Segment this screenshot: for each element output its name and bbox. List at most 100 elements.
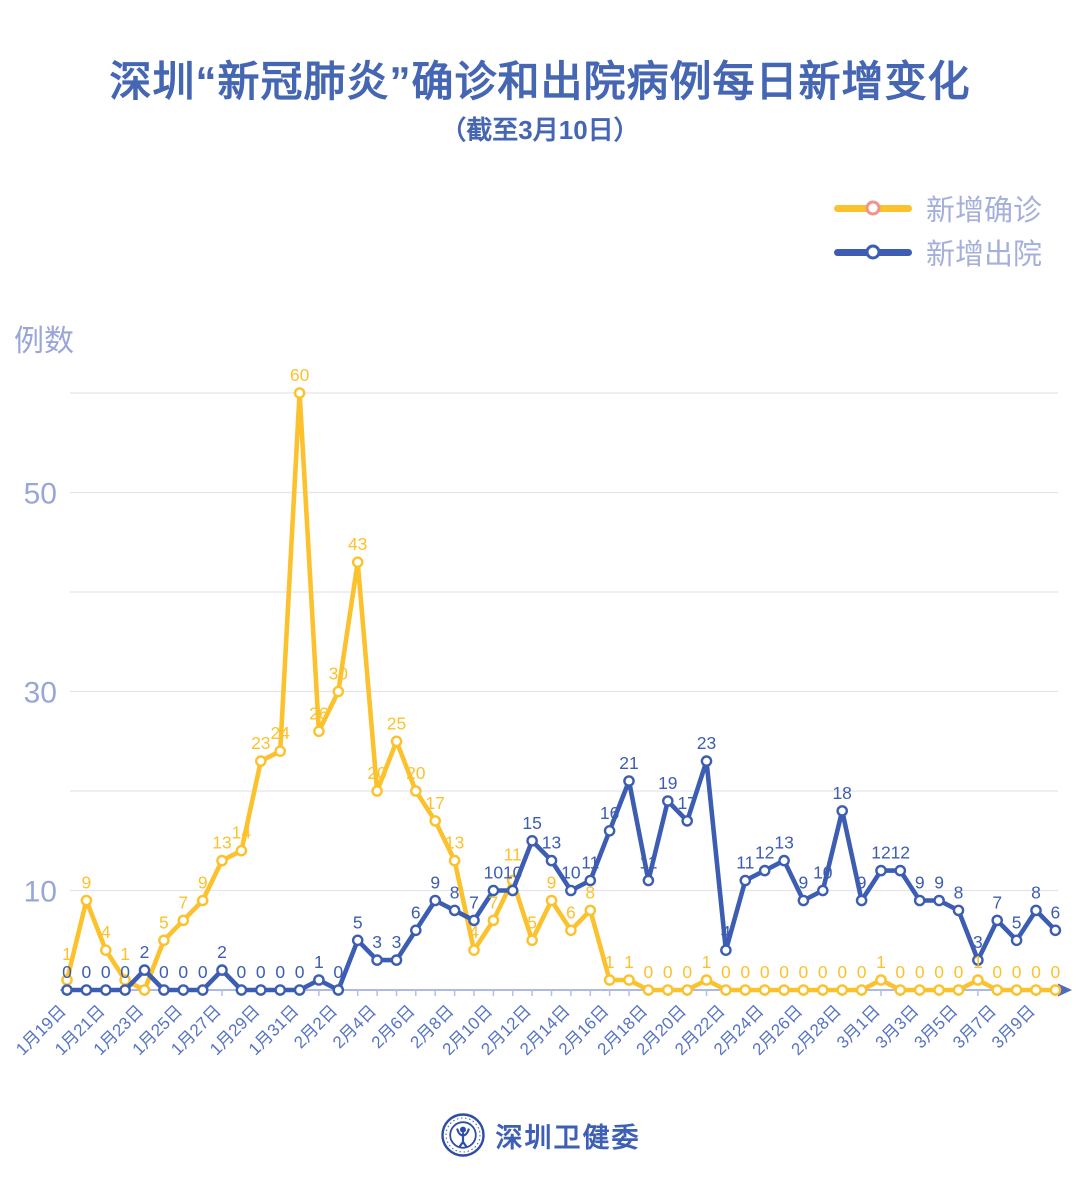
svg-text:13: 13 xyxy=(445,833,464,853)
svg-text:2: 2 xyxy=(140,942,150,962)
svg-text:10: 10 xyxy=(503,863,523,883)
page-subtitle: （截至3月10日） xyxy=(440,115,640,145)
svg-text:9: 9 xyxy=(857,873,867,893)
svg-text:60: 60 xyxy=(290,365,310,385)
svg-text:3: 3 xyxy=(392,932,402,952)
svg-text:4: 4 xyxy=(469,922,479,942)
svg-text:0: 0 xyxy=(101,962,111,982)
svg-text:0: 0 xyxy=(934,962,944,982)
legend: 新增确诊 新增出院 xyxy=(833,192,1042,271)
svg-text:23: 23 xyxy=(251,733,270,753)
svg-text:7: 7 xyxy=(489,892,499,912)
legend-line-swatch-discharged xyxy=(833,244,912,260)
svg-text:30: 30 xyxy=(24,677,57,710)
svg-text:13: 13 xyxy=(212,833,231,853)
svg-text:8: 8 xyxy=(1031,882,1041,902)
svg-text:0: 0 xyxy=(818,962,828,982)
svg-text:7: 7 xyxy=(469,892,479,912)
svg-text:10: 10 xyxy=(561,863,581,883)
svg-text:0: 0 xyxy=(198,962,208,982)
series-discharged-line xyxy=(64,758,1058,993)
svg-text:9: 9 xyxy=(915,873,925,893)
y-axis-title: 例数 xyxy=(14,325,74,358)
svg-text:30: 30 xyxy=(329,664,349,684)
svg-text:1: 1 xyxy=(624,952,634,972)
org-name: 深圳卫健委 xyxy=(495,1122,641,1153)
gridlines xyxy=(70,392,1058,892)
series-discharged-points xyxy=(61,755,1062,996)
y-axis-tick-labels: 10 30 50 xyxy=(24,478,57,909)
svg-text:14: 14 xyxy=(232,823,252,843)
svg-text:4: 4 xyxy=(721,922,731,942)
svg-text:0: 0 xyxy=(295,962,305,982)
svg-text:16: 16 xyxy=(600,803,619,823)
svg-text:0: 0 xyxy=(799,962,809,982)
svg-text:9: 9 xyxy=(934,873,944,893)
x-axis-tick-labels: 1月19日1月21日1月23日1月25日1月27日1月29日1月31日2月2日2… xyxy=(12,1001,1039,1059)
svg-text:0: 0 xyxy=(721,962,731,982)
svg-text:1: 1 xyxy=(876,952,886,972)
svg-text:1: 1 xyxy=(314,952,324,972)
svg-text:11: 11 xyxy=(504,845,522,865)
svg-text:7: 7 xyxy=(992,892,1002,912)
svg-text:0: 0 xyxy=(992,962,1002,982)
legend-marker-confirmed xyxy=(865,200,881,216)
svg-text:26: 26 xyxy=(309,703,328,723)
svg-text:5: 5 xyxy=(527,912,537,932)
svg-text:5: 5 xyxy=(159,912,169,932)
svg-text:10: 10 xyxy=(484,863,504,883)
svg-text:0: 0 xyxy=(62,962,72,982)
x-axis-arrow-icon xyxy=(1058,983,1072,997)
series-confirmed-line xyxy=(64,390,1058,993)
svg-text:0: 0 xyxy=(663,962,673,982)
svg-text:9: 9 xyxy=(547,873,557,893)
svg-text:12: 12 xyxy=(871,843,890,863)
svg-text:21: 21 xyxy=(619,753,638,773)
svg-text:0: 0 xyxy=(837,962,847,982)
svg-text:7: 7 xyxy=(178,892,188,912)
legend-item-discharged: 新增出院 xyxy=(833,236,1042,271)
svg-text:0: 0 xyxy=(1051,962,1061,982)
svg-text:43: 43 xyxy=(348,534,367,554)
svg-text:0: 0 xyxy=(159,962,169,982)
svg-text:3月9日: 3月9日 xyxy=(988,1001,1039,1052)
svg-text:19: 19 xyxy=(658,773,677,793)
svg-text:20: 20 xyxy=(406,763,426,783)
svg-text:3: 3 xyxy=(372,932,382,952)
svg-text:0: 0 xyxy=(682,962,692,982)
legend-marker-discharged xyxy=(865,244,881,260)
svg-text:0: 0 xyxy=(237,962,247,982)
svg-text:50: 50 xyxy=(24,478,57,511)
org-emblem-icon xyxy=(440,1113,485,1157)
svg-text:11: 11 xyxy=(639,853,657,873)
svg-text:6: 6 xyxy=(566,902,576,922)
svg-text:4: 4 xyxy=(101,922,111,942)
svg-text:0: 0 xyxy=(333,962,343,982)
svg-text:9: 9 xyxy=(82,873,92,893)
svg-text:24: 24 xyxy=(270,723,290,743)
legend-label-confirmed: 新增确诊 xyxy=(925,195,1042,227)
svg-text:8: 8 xyxy=(450,882,460,902)
svg-text:3: 3 xyxy=(973,932,983,952)
legend-line-swatch-confirmed xyxy=(833,200,912,216)
svg-text:0: 0 xyxy=(275,962,285,982)
svg-text:0: 0 xyxy=(740,962,750,982)
svg-text:0: 0 xyxy=(1012,962,1022,982)
svg-text:10: 10 xyxy=(24,876,57,909)
svg-text:1: 1 xyxy=(973,952,983,972)
svg-text:0: 0 xyxy=(1031,962,1041,982)
svg-text:15: 15 xyxy=(522,813,541,833)
svg-text:0: 0 xyxy=(644,962,654,982)
svg-text:1: 1 xyxy=(702,952,712,972)
svg-text:8: 8 xyxy=(954,882,964,902)
svg-text:0: 0 xyxy=(915,962,925,982)
svg-text:1: 1 xyxy=(605,952,615,972)
svg-text:10: 10 xyxy=(813,863,833,883)
svg-text:5: 5 xyxy=(1012,912,1022,932)
svg-text:0: 0 xyxy=(895,962,905,982)
svg-text:0: 0 xyxy=(954,962,964,982)
svg-text:0: 0 xyxy=(760,962,770,982)
